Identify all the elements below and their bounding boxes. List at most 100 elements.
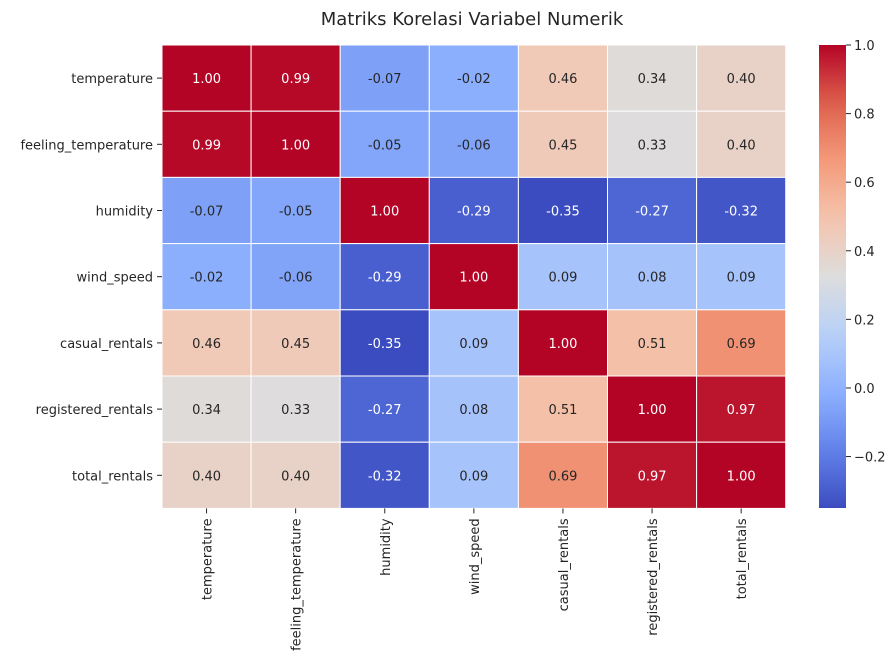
row-tick-label: feeling_temperature [20, 138, 153, 153]
column-tick-labels: temperature feeling_temperature humidity wi… [201, 508, 750, 651]
cell-value-label: -0.32 [368, 469, 402, 484]
cell-value-label: 1.00 [370, 205, 399, 220]
cell-value-label: -0.02 [457, 72, 491, 87]
cell-value-label: 1.00 [281, 138, 310, 153]
heatmap-cell-2-3 [428, 176, 519, 245]
heatmap-cell-5-3 [428, 375, 519, 443]
colorbar-tick-label: 1.0 [854, 39, 875, 54]
cell-value-label: 0.97 [727, 403, 756, 418]
cell-value-label: -0.05 [279, 205, 313, 220]
column-tick-label: feeling_temperature [290, 518, 305, 651]
colorbar-tick-label: 0.8 [854, 108, 875, 123]
cell-value-label: 0.08 [459, 403, 488, 418]
column-tick-label: temperature [201, 518, 216, 600]
cell-value-label: 0.40 [192, 469, 221, 484]
cell-value-label: 0.51 [638, 337, 667, 352]
column-tick-label: humidity [379, 518, 394, 576]
heatmap-cell-0-4 [517, 44, 609, 112]
heatmap-cell-2-2 [339, 176, 430, 245]
heatmap-cell-3-3 [428, 243, 519, 311]
cell-value-label: 1.00 [638, 403, 667, 418]
heatmap-cell-6-5 [607, 441, 698, 509]
heatmap-cell-0-1 [250, 44, 341, 112]
heatmap-cell-1-2 [339, 110, 430, 178]
heatmap-cell-0-3 [428, 44, 519, 112]
cell-value-label: 0.99 [281, 72, 310, 87]
heatmap-cell-5-1 [250, 375, 341, 443]
heatmap-cell-4-0 [161, 309, 252, 377]
cell-value-label: -0.29 [368, 271, 402, 286]
column-tick-label: casual_rentals [557, 518, 572, 611]
colorbar-tick-label: 0.6 [854, 176, 875, 191]
column-tick-label: total_rentals [735, 518, 750, 599]
cell-value-label: 0.33 [638, 138, 667, 153]
heatmap-cell-3-5 [607, 243, 698, 311]
heatmap-cell-2-1 [250, 176, 341, 245]
column-tick-label: registered_rentals [646, 518, 661, 636]
cell-value-label: 0.40 [727, 138, 756, 153]
cell-value-label: -0.02 [190, 271, 224, 286]
heatmap-cell-2-4 [517, 176, 609, 245]
heatmap-cell-2-6 [696, 176, 787, 245]
heatmap-cell-3-0 [161, 243, 252, 311]
cell-value-label: -0.06 [457, 138, 491, 153]
row-tick-label: registered_rentals [36, 403, 154, 418]
heatmap-cell-0-5 [607, 44, 698, 112]
cell-value-label: -0.35 [368, 337, 402, 352]
heatmap-cell-4-6 [696, 309, 787, 377]
row-tick-label: humidity [96, 205, 154, 220]
cell-value-label: 0.09 [548, 271, 577, 286]
cell-value-label: 0.33 [281, 403, 310, 418]
heatmap-cell-0-0 [161, 44, 252, 112]
heatmap-cell-0-2 [339, 44, 430, 112]
row-tick-label: wind_speed [76, 271, 153, 286]
heatmap-cell-5-0 [161, 375, 252, 443]
colorbar-tick-label: 0.0 [854, 382, 875, 397]
cell-value-label: 0.46 [192, 337, 221, 352]
cell-value-label: 0.08 [638, 271, 667, 286]
cell-value-label: 0.09 [727, 271, 756, 286]
cell-value-label: 0.34 [192, 403, 221, 418]
cell-value-label: -0.35 [546, 205, 580, 220]
heatmap-cell-1-4 [517, 110, 609, 178]
cell-value-label: -0.05 [368, 138, 402, 153]
cell-value-label: 0.46 [548, 72, 577, 87]
row-tick-label: total_rentals [72, 469, 153, 484]
colorbar: 1.0 0.8 0.6 0.4 0.2 0.0 −0.2 [819, 39, 886, 508]
cell-value-label: 0.97 [638, 469, 667, 484]
colorbar-tick-label: 0.2 [854, 313, 875, 328]
cell-value-label: 1.00 [459, 271, 488, 286]
heatmap-cell-5-6 [696, 375, 787, 443]
cell-value-label: 0.69 [548, 469, 577, 484]
cell-value-label: -0.29 [457, 205, 491, 220]
cell-value-label: 1.00 [192, 72, 221, 87]
cell-value-label: 0.34 [638, 72, 667, 87]
heatmap-cell-5-2 [339, 375, 430, 443]
heatmap-cell-6-3 [428, 441, 519, 509]
heatmap-cell-6-0 [161, 441, 252, 509]
cell-value-label: -0.06 [279, 271, 313, 286]
heatmap-cells: 1.00 0.99 -0.07 -0.02 0.46 0.34 0.40 0.99 1.00 -0… [161, 44, 787, 509]
colorbar-tick-label: −0.2 [854, 451, 886, 466]
heatmap-cell-2-5 [607, 176, 698, 245]
heatmap-cell-4-2 [339, 309, 430, 377]
heatmap-cell-6-2 [339, 441, 430, 509]
cell-value-label: -0.07 [368, 72, 402, 87]
heatmap-cell-5-4 [517, 375, 609, 443]
row-tick-label: temperature [71, 72, 153, 87]
cell-value-label: 0.51 [548, 403, 577, 418]
heatmap-cell-6-4 [517, 441, 609, 509]
cell-value-label: 0.99 [192, 138, 221, 153]
row-tick-labels: temperature feeling_temperature humidity wi… [20, 72, 162, 484]
heatmap-cell-6-6 [696, 441, 787, 509]
heatmap-cell-3-6 [696, 243, 787, 311]
heatmap-cell-3-1 [250, 243, 341, 311]
cell-value-label: -0.27 [368, 403, 402, 418]
heatmap-cell-1-6 [696, 110, 787, 178]
cell-value-label: -0.27 [635, 205, 669, 220]
cell-value-label: 0.40 [727, 72, 756, 87]
cell-value-label: 0.09 [459, 469, 488, 484]
cell-value-label: 0.40 [281, 469, 310, 484]
colorbar-tick-label: 0.4 [854, 245, 875, 260]
